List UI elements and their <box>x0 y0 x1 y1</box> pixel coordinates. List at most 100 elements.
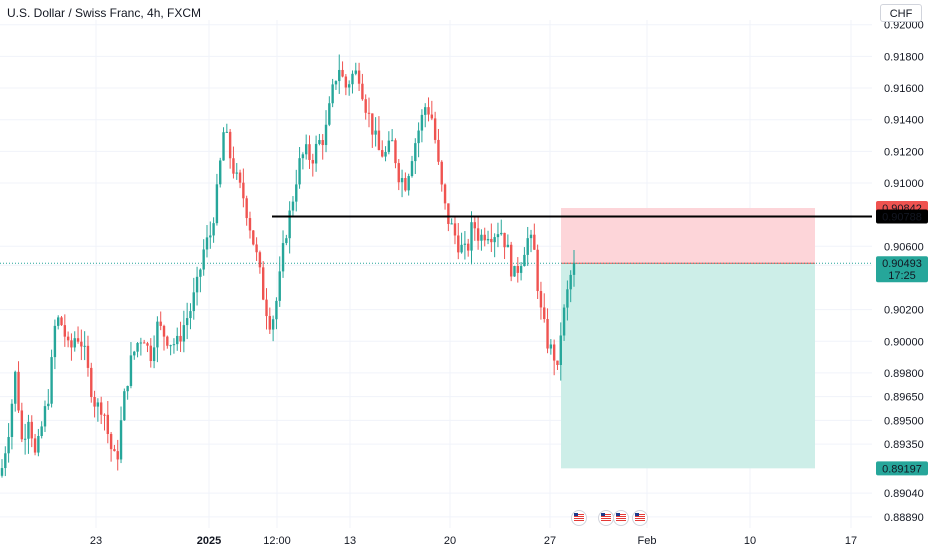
candle[interactable] <box>374 117 377 147</box>
us-flag-icon[interactable] <box>571 510 587 526</box>
candle[interactable] <box>70 333 73 361</box>
candle[interactable] <box>324 110 328 153</box>
candle[interactable] <box>202 239 205 276</box>
candle[interactable] <box>295 169 298 212</box>
candle[interactable] <box>486 230 490 245</box>
candle[interactable] <box>182 310 186 353</box>
candle[interactable] <box>533 223 536 250</box>
candle[interactable] <box>225 123 229 133</box>
candle[interactable] <box>519 262 523 281</box>
candle[interactable] <box>513 265 516 277</box>
candle[interactable] <box>14 370 17 412</box>
candle[interactable] <box>252 230 255 246</box>
candle[interactable] <box>516 257 519 283</box>
candle[interactable] <box>341 61 344 78</box>
candle[interactable] <box>40 421 43 439</box>
candle[interactable] <box>146 341 149 353</box>
candle[interactable] <box>357 62 361 91</box>
candle[interactable] <box>308 135 311 169</box>
candle[interactable] <box>367 97 371 128</box>
candle[interactable] <box>76 326 80 344</box>
candle[interactable] <box>371 113 374 148</box>
candle[interactable] <box>113 444 116 452</box>
candle[interactable] <box>60 315 63 326</box>
candle[interactable] <box>278 256 281 307</box>
candle[interactable] <box>242 168 245 208</box>
candle[interactable] <box>63 314 67 347</box>
candle[interactable] <box>80 329 83 361</box>
candle[interactable] <box>281 230 285 278</box>
candle[interactable] <box>123 388 126 421</box>
candle[interactable] <box>407 173 410 196</box>
candle[interactable] <box>152 335 156 369</box>
candle[interactable] <box>430 100 434 121</box>
price-axis[interactable]: 0.92000 0.91800 0.91600 0.91400 0.91200 0.910… <box>884 20 924 524</box>
candle[interactable] <box>255 237 258 261</box>
candle[interactable] <box>394 138 397 169</box>
candle[interactable] <box>417 122 420 158</box>
candle[interactable] <box>506 234 510 248</box>
candle[interactable] <box>562 304 566 341</box>
candle[interactable] <box>30 415 33 448</box>
candle[interactable] <box>109 431 113 462</box>
candle[interactable] <box>205 225 209 258</box>
candle[interactable] <box>10 399 14 450</box>
candle[interactable] <box>248 211 252 239</box>
candle[interactable] <box>347 80 351 96</box>
candle[interactable] <box>265 288 268 330</box>
candle[interactable] <box>437 128 440 165</box>
candle[interactable] <box>126 385 129 400</box>
candle[interactable] <box>149 338 152 368</box>
candle[interactable] <box>404 172 407 192</box>
candle[interactable] <box>222 127 225 161</box>
candle[interactable] <box>496 222 500 248</box>
candle[interactable] <box>473 216 477 241</box>
candle[interactable] <box>232 146 235 179</box>
candle[interactable] <box>142 339 146 344</box>
candle[interactable] <box>179 321 182 353</box>
candle[interactable] <box>50 349 53 408</box>
candle[interactable] <box>258 250 262 274</box>
take-profit-zone[interactable] <box>561 263 815 469</box>
candle[interactable] <box>156 316 159 363</box>
candle[interactable] <box>169 344 172 356</box>
candle[interactable] <box>424 103 427 128</box>
candle[interactable] <box>73 331 76 352</box>
candle[interactable] <box>219 157 222 188</box>
candle[interactable] <box>53 319 57 370</box>
candle[interactable] <box>457 223 460 260</box>
candle[interactable] <box>470 211 473 265</box>
candle[interactable] <box>291 196 295 216</box>
candle[interactable] <box>86 335 90 377</box>
candle[interactable] <box>509 241 513 282</box>
candle[interactable] <box>195 266 199 306</box>
candle[interactable] <box>453 216 457 245</box>
candle[interactable] <box>235 163 238 180</box>
candle[interactable] <box>192 277 195 320</box>
candle[interactable] <box>539 281 543 320</box>
candle[interactable] <box>490 223 493 253</box>
candle[interactable] <box>569 270 572 303</box>
candle[interactable] <box>526 226 529 266</box>
candle[interactable] <box>321 134 324 160</box>
candle[interactable] <box>377 116 381 151</box>
candle[interactable] <box>351 70 354 94</box>
candle[interactable] <box>556 360 559 370</box>
candle[interactable] <box>443 183 447 210</box>
candle[interactable] <box>318 133 321 146</box>
candle[interactable] <box>93 390 96 418</box>
candle[interactable] <box>410 155 414 178</box>
candle[interactable] <box>66 331 70 348</box>
candle[interactable] <box>43 400 47 432</box>
candle[interactable] <box>99 396 103 425</box>
candle[interactable] <box>37 428 40 457</box>
candle[interactable] <box>311 153 314 177</box>
candle[interactable] <box>129 342 133 389</box>
candle[interactable] <box>116 439 119 471</box>
candle[interactable] <box>400 169 404 198</box>
candle[interactable] <box>529 229 533 253</box>
candle[interactable] <box>440 160 443 192</box>
candle[interactable] <box>33 433 37 456</box>
candle[interactable] <box>139 337 143 356</box>
